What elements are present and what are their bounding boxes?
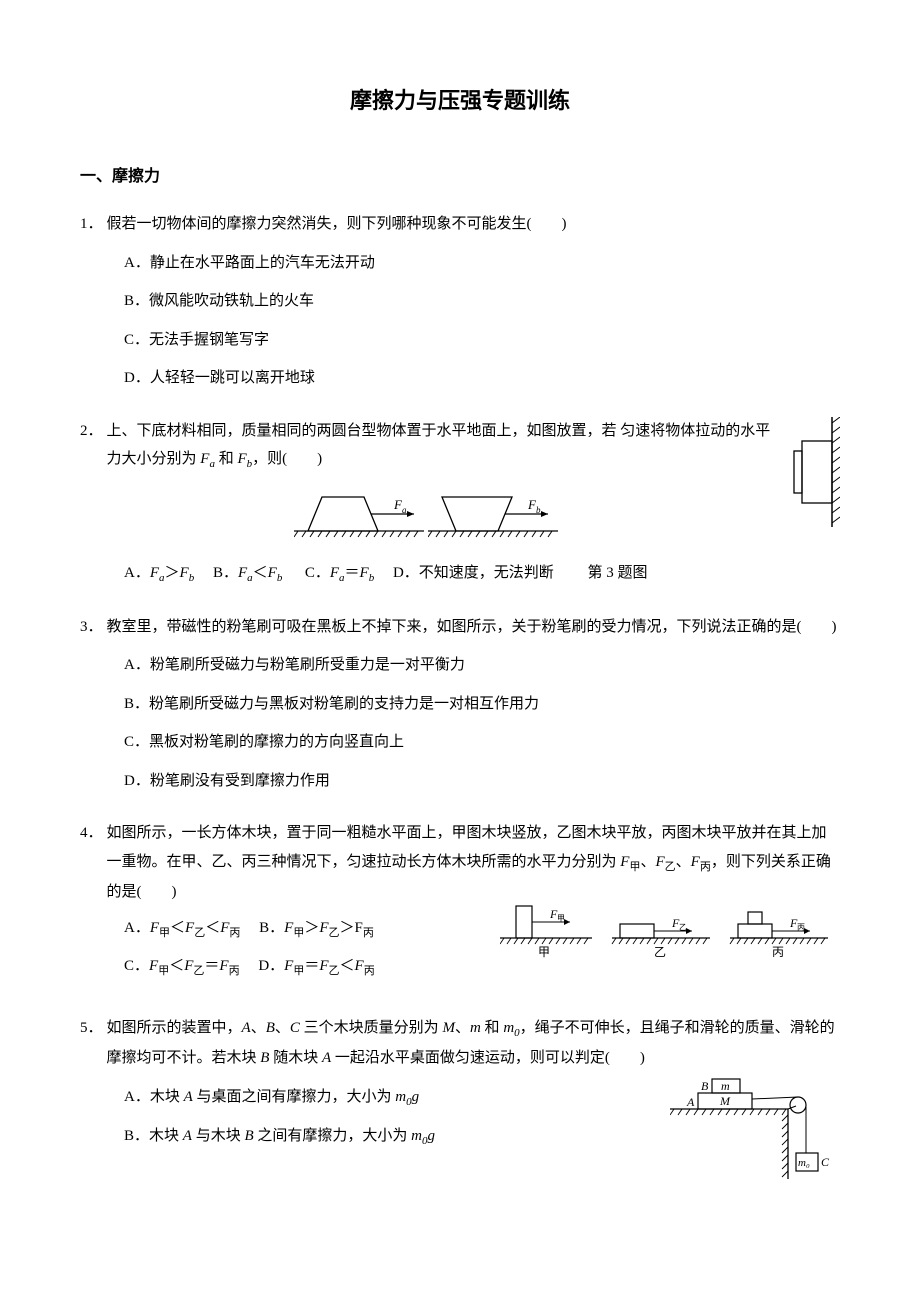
eraser-on-board-diagram (782, 417, 840, 527)
q1-option-a: A．静止在水平路面上的汽车无法开动 (124, 249, 840, 278)
question-5: 5． 如图所示的装置中，A、B、C 三个木块质量分别为 M、m 和 m0，绳子不… (80, 1014, 840, 1189)
svg-text:C: C (821, 1155, 830, 1169)
svg-text:丙: 丙 (797, 923, 805, 932)
q3-option-a: A．粉笔刷所受磁力与粉笔刷所受重力是一对平衡力 (124, 651, 840, 680)
q3-number: 3． (80, 613, 103, 642)
q2-stem-d: ，则( ) (252, 451, 322, 467)
q3-option-b: B．粉笔刷所受磁力与黑板对粉笔刷的支持力是一对相互作用力 (124, 690, 840, 719)
page-title: 摩擦力与压强专题训练 (80, 80, 840, 122)
trapezoid-a-diagram: F a (294, 487, 424, 545)
q1-option-d: D．人轻轻一跳可以离开地球 (124, 364, 840, 393)
q3-stem: 教室里，带磁性的粉笔刷可吸在黑板上不掉下来，如图所示，关于粉笔刷的受力情况，下列… (107, 613, 840, 642)
q3-figure (782, 417, 840, 536)
svg-text:a: a (402, 505, 407, 515)
q1-number: 1． (80, 210, 103, 239)
svg-text:丙: 丙 (772, 945, 784, 958)
svg-text:m: m (721, 1079, 730, 1093)
q5-stem: 如图所示的装置中，A、B、C 三个木块质量分别为 M、m 和 m0，绳子不可伸长… (107, 1014, 840, 1072)
q4-figure: F甲 甲 F乙 乙 F丙 丙 (500, 902, 840, 969)
svg-text:B: B (701, 1079, 709, 1093)
q2-a-pre: A． (124, 565, 150, 581)
q2-b-pre: B． (198, 565, 238, 581)
svg-text:乙: 乙 (654, 945, 666, 958)
q2-Fb: F (237, 451, 246, 467)
q3-option-d: D．粉笔刷没有受到摩擦力作用 (124, 767, 840, 796)
trapezoid-b-diagram: F b (428, 487, 558, 545)
q5-number: 5． (80, 1014, 103, 1043)
svg-text:A: A (686, 1095, 695, 1109)
q2-c-pre: C． (305, 565, 330, 581)
q1-option-b: B．微风能吹动铁轨上的火车 (124, 287, 840, 316)
question-4: 4． 如图所示，一长方体木块，置于同一粗糙水平面上，甲图木块竖放，乙图木块平放，… (80, 819, 840, 990)
q5-figure: A M B m m₀ C (670, 1069, 840, 1190)
svg-text:乙: 乙 (679, 923, 687, 932)
q2-options: A．Fa＞Fb B．Fa＜Fb C．Fa＝Fb D．不知速度，无法判断 第 3 … (124, 559, 840, 589)
svg-text:M: M (719, 1094, 731, 1108)
svg-text:m₀: m₀ (798, 1157, 810, 1169)
question-2: 2． 上、下底材料相同，质量相同的两圆台型物体置于水平地面上，如图放置，若 匀速… (80, 417, 840, 589)
q2-stem-c: 和 (215, 451, 238, 467)
q4-number: 4． (80, 819, 103, 848)
pulley-blocks-diagram: A M B m m₀ C (670, 1069, 840, 1179)
q2-number: 2． (80, 417, 103, 446)
question-3: 3． 教室里，带磁性的粉笔刷可吸在黑板上不掉下来，如图所示，关于粉笔刷的受力情况… (80, 613, 840, 796)
question-1: 1． 假若一切物体间的摩擦力突然消失，则下列哪种现象不可能发生( ) A．静止在… (80, 210, 840, 393)
q2-figure-row: F a F b (80, 487, 840, 545)
svg-text:b: b (536, 505, 541, 515)
svg-text:甲: 甲 (538, 945, 550, 958)
section-heading-friction: 一、摩擦力 (80, 162, 840, 192)
q3-figure-caption: 第 3 题图 (588, 565, 648, 581)
q4-stem: 如图所示，一长方体木块，置于同一粗糙水平面上，甲图木块竖放，乙图木块平放，丙图木… (107, 819, 840, 906)
q2-stem-a: 上、下底材料相同，质量相同的两圆台型物体置于水平地面上，如图放置，若 (107, 423, 617, 439)
q2-d: D．不知速度，无法判断 (378, 565, 554, 581)
blocks-diagram: F甲 甲 F乙 乙 F丙 丙 (500, 902, 840, 958)
q1-option-c: C．无法手握钢笔写字 (124, 326, 840, 355)
q3-option-c: C．黑板对粉笔刷的摩擦力的方向竖直向上 (124, 728, 840, 757)
svg-text:甲: 甲 (557, 914, 565, 923)
q2-stem: 上、下底材料相同，质量相同的两圆台型物体置于水平地面上，如图放置，若 匀速将物体… (107, 417, 772, 475)
q1-stem: 假若一切物体间的摩擦力突然消失，则下列哪种现象不可能发生( ) (107, 210, 840, 239)
